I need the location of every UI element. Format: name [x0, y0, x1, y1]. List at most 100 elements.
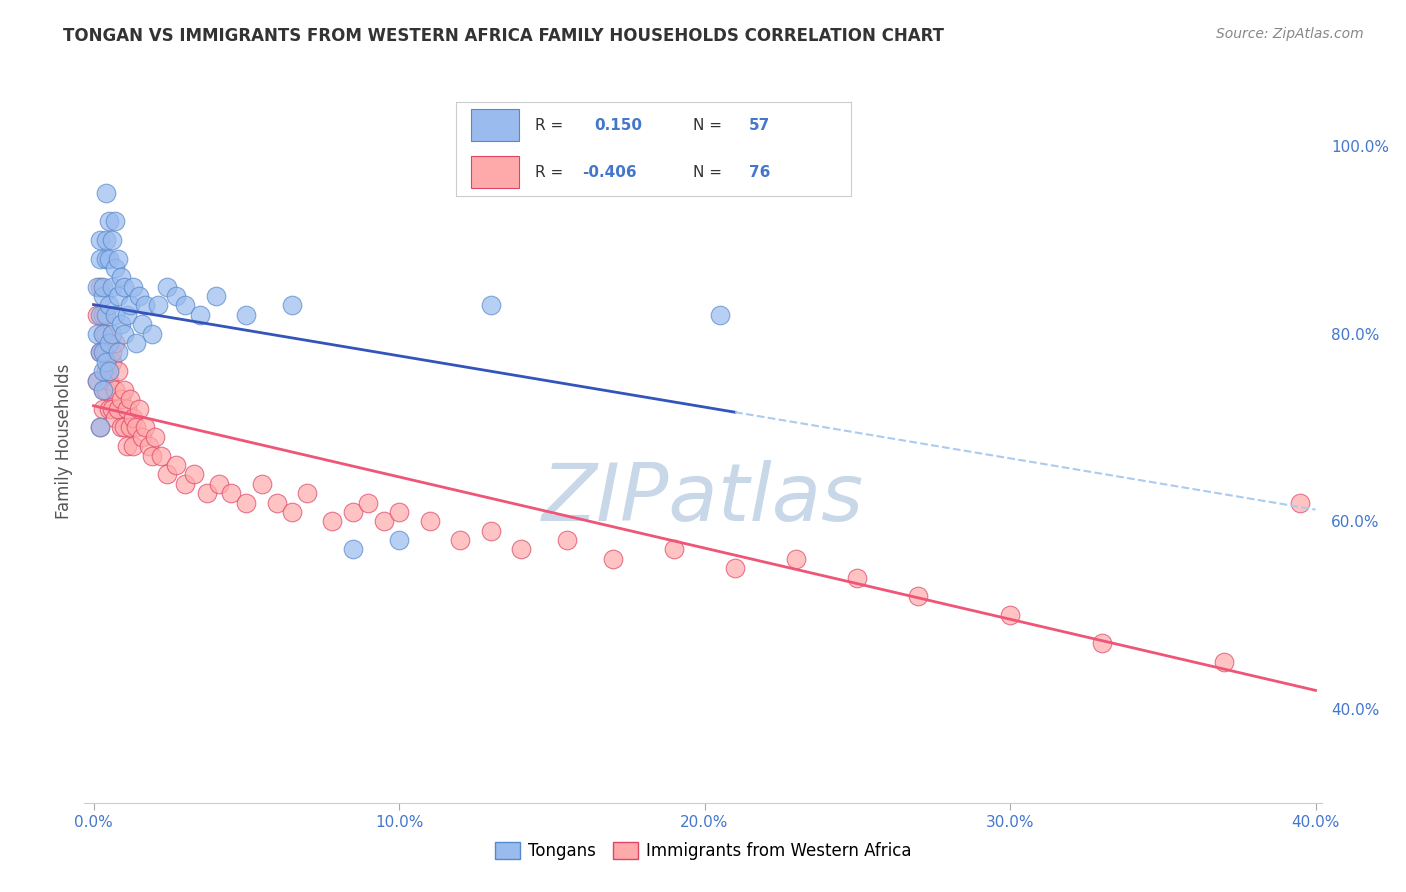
Point: [97, 214, 120, 228]
Point: [555, 533, 578, 547]
Point: [94, 326, 117, 341]
Point: [104, 336, 127, 351]
Point: [510, 542, 533, 557]
Point: [342, 505, 364, 519]
Point: [122, 411, 145, 425]
Point: [104, 214, 127, 228]
Point: [94, 186, 117, 200]
Point: [449, 533, 471, 547]
Point: [107, 401, 129, 416]
Point: [998, 608, 1021, 623]
Point: [86, 374, 108, 388]
Point: [281, 505, 304, 519]
Point: [91, 326, 114, 341]
Point: [110, 318, 132, 332]
Point: [89, 345, 111, 359]
Point: [91, 308, 114, 322]
Point: [122, 439, 145, 453]
Point: [101, 233, 124, 247]
Point: [94, 308, 117, 322]
Point: [846, 571, 869, 585]
Point: [297, 486, 319, 500]
Point: [388, 505, 411, 519]
Point: [110, 392, 132, 407]
Point: [602, 551, 624, 566]
Point: [120, 420, 142, 434]
Point: [112, 279, 135, 293]
Point: [97, 364, 120, 378]
Point: [89, 308, 111, 322]
Point: [156, 467, 179, 482]
Point: [131, 318, 153, 332]
Point: [112, 420, 135, 434]
Point: [907, 590, 929, 604]
Point: [89, 345, 111, 359]
Point: [89, 233, 111, 247]
Point: [94, 364, 117, 378]
Point: [149, 449, 172, 463]
Point: [141, 326, 163, 341]
Point: [183, 467, 205, 482]
Point: [97, 336, 120, 351]
Point: [134, 298, 156, 312]
Point: [120, 298, 142, 312]
Point: [662, 542, 685, 557]
Point: [342, 542, 364, 557]
Point: [357, 495, 380, 509]
Point: [91, 383, 114, 397]
Point: [101, 355, 124, 369]
Point: [94, 233, 117, 247]
Point: [785, 551, 807, 566]
Point: [91, 345, 114, 359]
Point: [89, 279, 111, 293]
Point: [107, 289, 129, 303]
Point: [104, 260, 127, 275]
Point: [107, 364, 129, 378]
Point: [86, 279, 108, 293]
Point: [419, 514, 441, 528]
Point: [101, 279, 124, 293]
Point: [165, 289, 187, 303]
Point: [107, 345, 129, 359]
Point: [208, 476, 231, 491]
Point: [97, 252, 120, 266]
Point: [91, 364, 114, 378]
Point: [94, 252, 117, 266]
Point: [101, 345, 124, 359]
Text: TONGAN VS IMMIGRANTS FROM WESTERN AFRICA FAMILY HOUSEHOLDS CORRELATION CHART: TONGAN VS IMMIGRANTS FROM WESTERN AFRICA…: [63, 27, 945, 45]
Point: [174, 476, 197, 491]
Text: ZIPatlas: ZIPatlas: [541, 460, 865, 539]
Point: [141, 449, 163, 463]
Point: [104, 308, 127, 322]
Point: [373, 514, 395, 528]
Point: [204, 289, 226, 303]
Point: [1289, 495, 1312, 509]
Point: [128, 401, 150, 416]
Point: [97, 374, 120, 388]
Point: [1212, 655, 1234, 669]
Point: [89, 252, 111, 266]
Point: [156, 279, 179, 293]
Point: [479, 524, 502, 538]
Point: [97, 401, 120, 416]
Point: [174, 298, 197, 312]
Point: [91, 289, 114, 303]
Point: [115, 308, 138, 322]
Point: [709, 308, 731, 322]
Point: [235, 495, 257, 509]
Point: [125, 336, 148, 351]
Point: [89, 420, 111, 434]
Point: [125, 420, 148, 434]
Point: [115, 439, 138, 453]
Point: [134, 420, 156, 434]
Point: [94, 383, 117, 397]
Point: [107, 252, 129, 266]
Point: [91, 401, 114, 416]
Point: [104, 411, 127, 425]
Point: [120, 392, 142, 407]
Point: [110, 420, 132, 434]
Point: [321, 514, 343, 528]
Point: [1091, 636, 1114, 650]
Point: [97, 298, 120, 312]
Point: [122, 279, 145, 293]
